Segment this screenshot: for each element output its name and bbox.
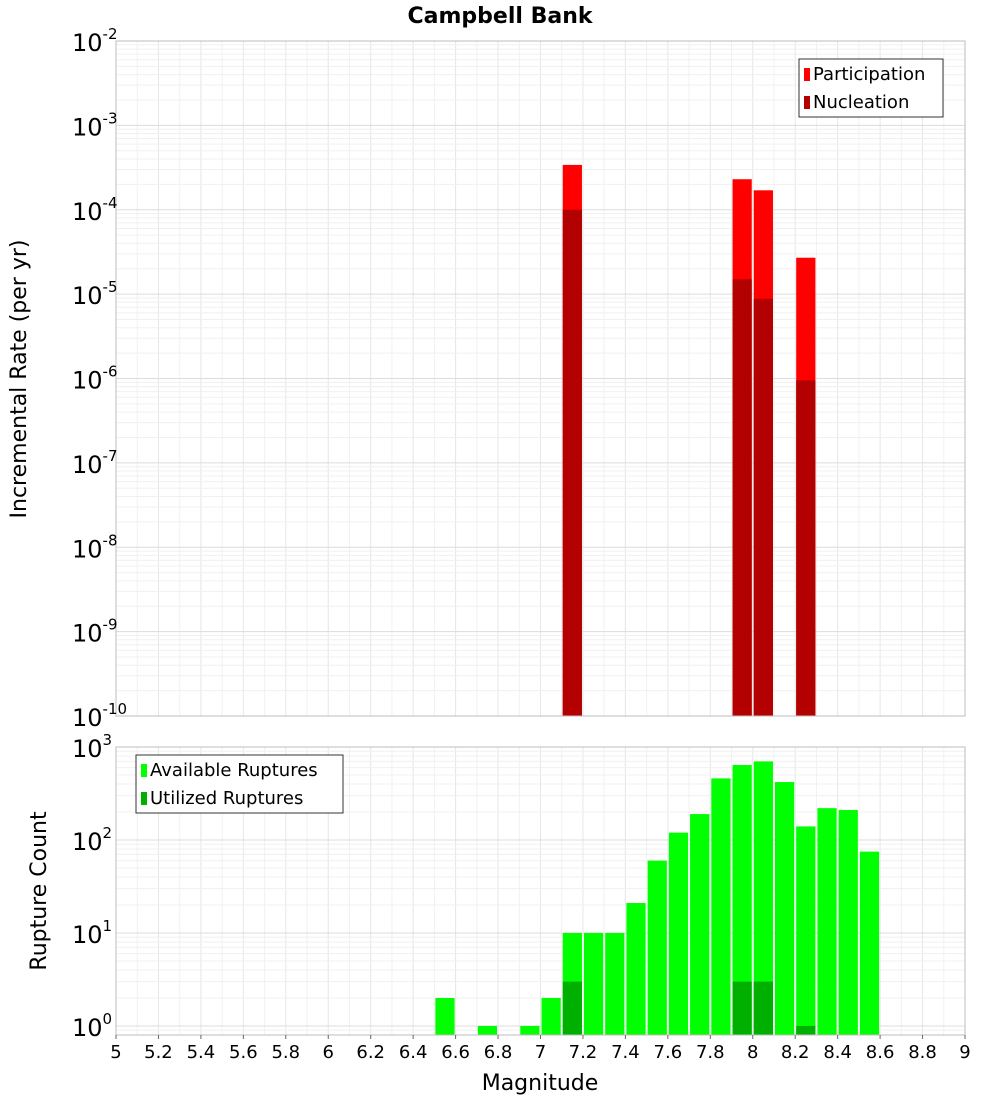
bar-available-ruptures xyxy=(626,903,646,1035)
y-tick-label: 10-6 xyxy=(72,363,118,395)
x-tick-label: 9 xyxy=(959,1042,970,1063)
y-tick-label: 100 xyxy=(72,1010,112,1042)
panel-0: 10-10 10-9 10-8 10-7 10-6 10-5 10-4 10-3 10-2 Inc… xyxy=(7,25,966,732)
panel-1: 100 101 102 103 Rupture Count 5 5.2 5.4 5.6 5.8 6 6… xyxy=(27,731,971,1096)
bar-available-ruptures xyxy=(732,765,752,1035)
bar-utilized-ruptures xyxy=(732,981,752,1035)
bar-available-ruptures xyxy=(838,810,858,1035)
bar-available-ruptures xyxy=(711,778,731,1035)
y-tick-label: 10-4 xyxy=(72,194,118,226)
bar-nucleation xyxy=(732,279,752,716)
bar-available-ruptures xyxy=(668,832,689,1035)
y-axis-title: Rupture Count xyxy=(27,811,52,971)
bar-nucleation xyxy=(562,209,582,716)
y-tick-label: 10-7 xyxy=(72,447,118,479)
x-tick-label: 7 xyxy=(535,1042,546,1063)
plot-border xyxy=(115,40,966,717)
bar-available-ruptures xyxy=(690,814,710,1035)
x-tick-label: 8.6 xyxy=(866,1042,895,1063)
bar-available-ruptures xyxy=(477,1025,498,1035)
x-tick-label: 7.6 xyxy=(654,1042,683,1063)
x-tick-label: 6.8 xyxy=(484,1042,513,1063)
bar-available-ruptures xyxy=(796,826,816,1035)
y-tick-label: 103 xyxy=(72,731,112,763)
y-tick-label: 10-5 xyxy=(72,278,118,310)
bar-utilized-ruptures xyxy=(753,981,773,1035)
chart-title: Campbell Bank xyxy=(408,4,594,29)
bar-available-ruptures xyxy=(520,1025,540,1035)
bar-available-ruptures xyxy=(859,851,880,1035)
x-tick-label: 8.2 xyxy=(781,1042,810,1063)
y-tick-label: 10-3 xyxy=(72,109,118,141)
bar-available-ruptures xyxy=(605,932,625,1035)
bar-nucleation xyxy=(796,380,816,716)
bar-utilized-ruptures xyxy=(562,981,582,1035)
legend-swatch xyxy=(804,96,810,109)
legend-box xyxy=(798,58,944,118)
legend-swatch xyxy=(804,68,810,81)
x-tick-label: 5.8 xyxy=(271,1042,300,1063)
legend-label: Utilized Ruptures xyxy=(150,788,303,809)
legend-label: Nucleation xyxy=(813,92,909,113)
y-tick-label: 10-2 xyxy=(72,25,118,57)
bar-available-ruptures xyxy=(647,860,667,1035)
x-tick-label: 5.2 xyxy=(144,1042,173,1063)
x-tick-label: 7.4 xyxy=(611,1042,640,1063)
x-tick-label: 8.8 xyxy=(908,1042,937,1063)
bar-available-ruptures xyxy=(753,761,773,1035)
y-tick-label: 10-10 xyxy=(72,700,127,732)
legend-swatch xyxy=(141,764,147,777)
bar-nucleation xyxy=(753,298,773,716)
y-tick-label: 10-9 xyxy=(72,616,118,648)
y-axis-title: Incremental Rate (per yr) xyxy=(7,240,32,519)
bar-available-ruptures xyxy=(774,782,795,1035)
legend-swatch xyxy=(141,792,147,805)
bar-available-ruptures xyxy=(435,997,455,1035)
bar-available-ruptures xyxy=(817,808,837,1035)
x-tick-label: 7.8 xyxy=(696,1042,725,1063)
legend-label: Available Ruptures xyxy=(150,760,318,781)
x-tick-label: 6.6 xyxy=(441,1042,470,1063)
bar-utilized-ruptures xyxy=(796,1025,816,1035)
legend-label: Participation xyxy=(813,64,925,85)
x-tick-label: 6.2 xyxy=(356,1042,385,1063)
x-tick-label: 5.6 xyxy=(229,1042,258,1063)
y-tick-label: 10-8 xyxy=(72,531,118,563)
legend: Participation Nucleation xyxy=(798,58,944,118)
x-tick-label: 7.2 xyxy=(569,1042,598,1063)
x-tick-label: 5 xyxy=(110,1042,121,1063)
bar-available-ruptures xyxy=(583,932,604,1035)
x-tick-label: 8 xyxy=(747,1042,758,1063)
x-tick-label: 8.4 xyxy=(823,1042,852,1063)
x-tick-label: 5.4 xyxy=(187,1042,216,1063)
legend: Available Ruptures Utilized Ruptures xyxy=(135,754,344,814)
x-tick-label: 6 xyxy=(323,1042,334,1063)
bar-available-ruptures xyxy=(541,997,561,1035)
y-tick-label: 101 xyxy=(72,917,112,949)
x-tick-label: 6.4 xyxy=(399,1042,428,1063)
legend-box xyxy=(135,754,344,814)
x-axis-title: Magnitude xyxy=(482,1071,599,1096)
y-tick-label: 102 xyxy=(72,824,112,856)
